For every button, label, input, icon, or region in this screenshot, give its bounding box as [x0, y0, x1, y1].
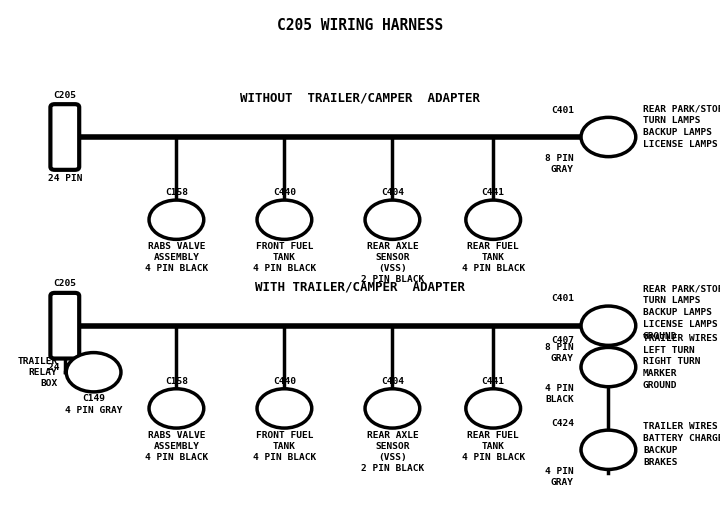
- FancyBboxPatch shape: [50, 104, 79, 170]
- Circle shape: [466, 200, 521, 239]
- Circle shape: [257, 389, 312, 428]
- Text: REAR FUEL
TANK
4 PIN BLACK: REAR FUEL TANK 4 PIN BLACK: [462, 431, 525, 462]
- Text: 8 PIN
GRAY: 8 PIN GRAY: [545, 343, 574, 363]
- Text: FRONT FUEL
TANK
4 PIN BLACK: FRONT FUEL TANK 4 PIN BLACK: [253, 242, 316, 273]
- Text: TRAILER WIRES
LEFT TURN
RIGHT TURN
MARKER
GROUND: TRAILER WIRES LEFT TURN RIGHT TURN MARKE…: [643, 334, 718, 390]
- Text: C401: C401: [551, 295, 574, 303]
- Text: C424: C424: [551, 419, 574, 428]
- FancyBboxPatch shape: [50, 293, 79, 359]
- Text: REAR PARK/STOP
TURN LAMPS
BACKUP LAMPS
LICENSE LAMPS: REAR PARK/STOP TURN LAMPS BACKUP LAMPS L…: [643, 104, 720, 149]
- Text: C149
4 PIN GRAY: C149 4 PIN GRAY: [65, 394, 122, 415]
- Circle shape: [581, 117, 636, 157]
- Text: WITHOUT  TRAILER/CAMPER  ADAPTER: WITHOUT TRAILER/CAMPER ADAPTER: [240, 92, 480, 105]
- Text: C441: C441: [482, 189, 505, 197]
- Text: REAR AXLE
SENSOR
(VSS)
2 PIN BLACK: REAR AXLE SENSOR (VSS) 2 PIN BLACK: [361, 431, 424, 473]
- Circle shape: [466, 389, 521, 428]
- Text: RABS VALVE
ASSEMBLY
4 PIN BLACK: RABS VALVE ASSEMBLY 4 PIN BLACK: [145, 431, 208, 462]
- Text: C441: C441: [482, 377, 505, 386]
- Text: 24 PIN: 24 PIN: [48, 175, 82, 184]
- Text: RABS VALVE
ASSEMBLY
4 PIN BLACK: RABS VALVE ASSEMBLY 4 PIN BLACK: [145, 242, 208, 273]
- Circle shape: [365, 389, 420, 428]
- Circle shape: [581, 306, 636, 345]
- Text: C401: C401: [551, 106, 574, 115]
- Text: C158: C158: [165, 189, 188, 197]
- Text: 4 PIN
GRAY: 4 PIN GRAY: [545, 467, 574, 487]
- Text: C205: C205: [53, 90, 76, 99]
- Circle shape: [149, 200, 204, 239]
- Text: FRONT FUEL
TANK
4 PIN BLACK: FRONT FUEL TANK 4 PIN BLACK: [253, 431, 316, 462]
- Text: C440: C440: [273, 189, 296, 197]
- Text: WITH TRAILER/CAMPER  ADAPTER: WITH TRAILER/CAMPER ADAPTER: [255, 280, 465, 294]
- Circle shape: [66, 353, 121, 392]
- Text: REAR FUEL
TANK
4 PIN BLACK: REAR FUEL TANK 4 PIN BLACK: [462, 242, 525, 273]
- Text: C404: C404: [381, 377, 404, 386]
- Text: 24 PIN: 24 PIN: [48, 363, 82, 372]
- Text: 4 PIN
BLACK: 4 PIN BLACK: [545, 384, 574, 404]
- Text: C158: C158: [165, 377, 188, 386]
- Circle shape: [365, 200, 420, 239]
- Text: C205 WIRING HARNESS: C205 WIRING HARNESS: [277, 18, 443, 33]
- Text: TRAILER WIRES
BATTERY CHARGE
BACKUP
BRAKES: TRAILER WIRES BATTERY CHARGE BACKUP BRAK…: [643, 422, 720, 467]
- Circle shape: [257, 200, 312, 239]
- Text: 8 PIN
GRAY: 8 PIN GRAY: [545, 154, 574, 174]
- Circle shape: [581, 430, 636, 469]
- Text: TRAILER
RELAY
BOX: TRAILER RELAY BOX: [17, 357, 58, 388]
- Text: C407: C407: [551, 336, 574, 345]
- Text: C205: C205: [53, 279, 76, 288]
- Text: REAR PARK/STOP
TURN LAMPS
BACKUP LAMPS
LICENSE LAMPS
GROUND: REAR PARK/STOP TURN LAMPS BACKUP LAMPS L…: [643, 285, 720, 341]
- Circle shape: [149, 389, 204, 428]
- Circle shape: [581, 347, 636, 387]
- Text: C440: C440: [273, 377, 296, 386]
- Text: C404: C404: [381, 189, 404, 197]
- Text: REAR AXLE
SENSOR
(VSS)
2 PIN BLACK: REAR AXLE SENSOR (VSS) 2 PIN BLACK: [361, 242, 424, 284]
